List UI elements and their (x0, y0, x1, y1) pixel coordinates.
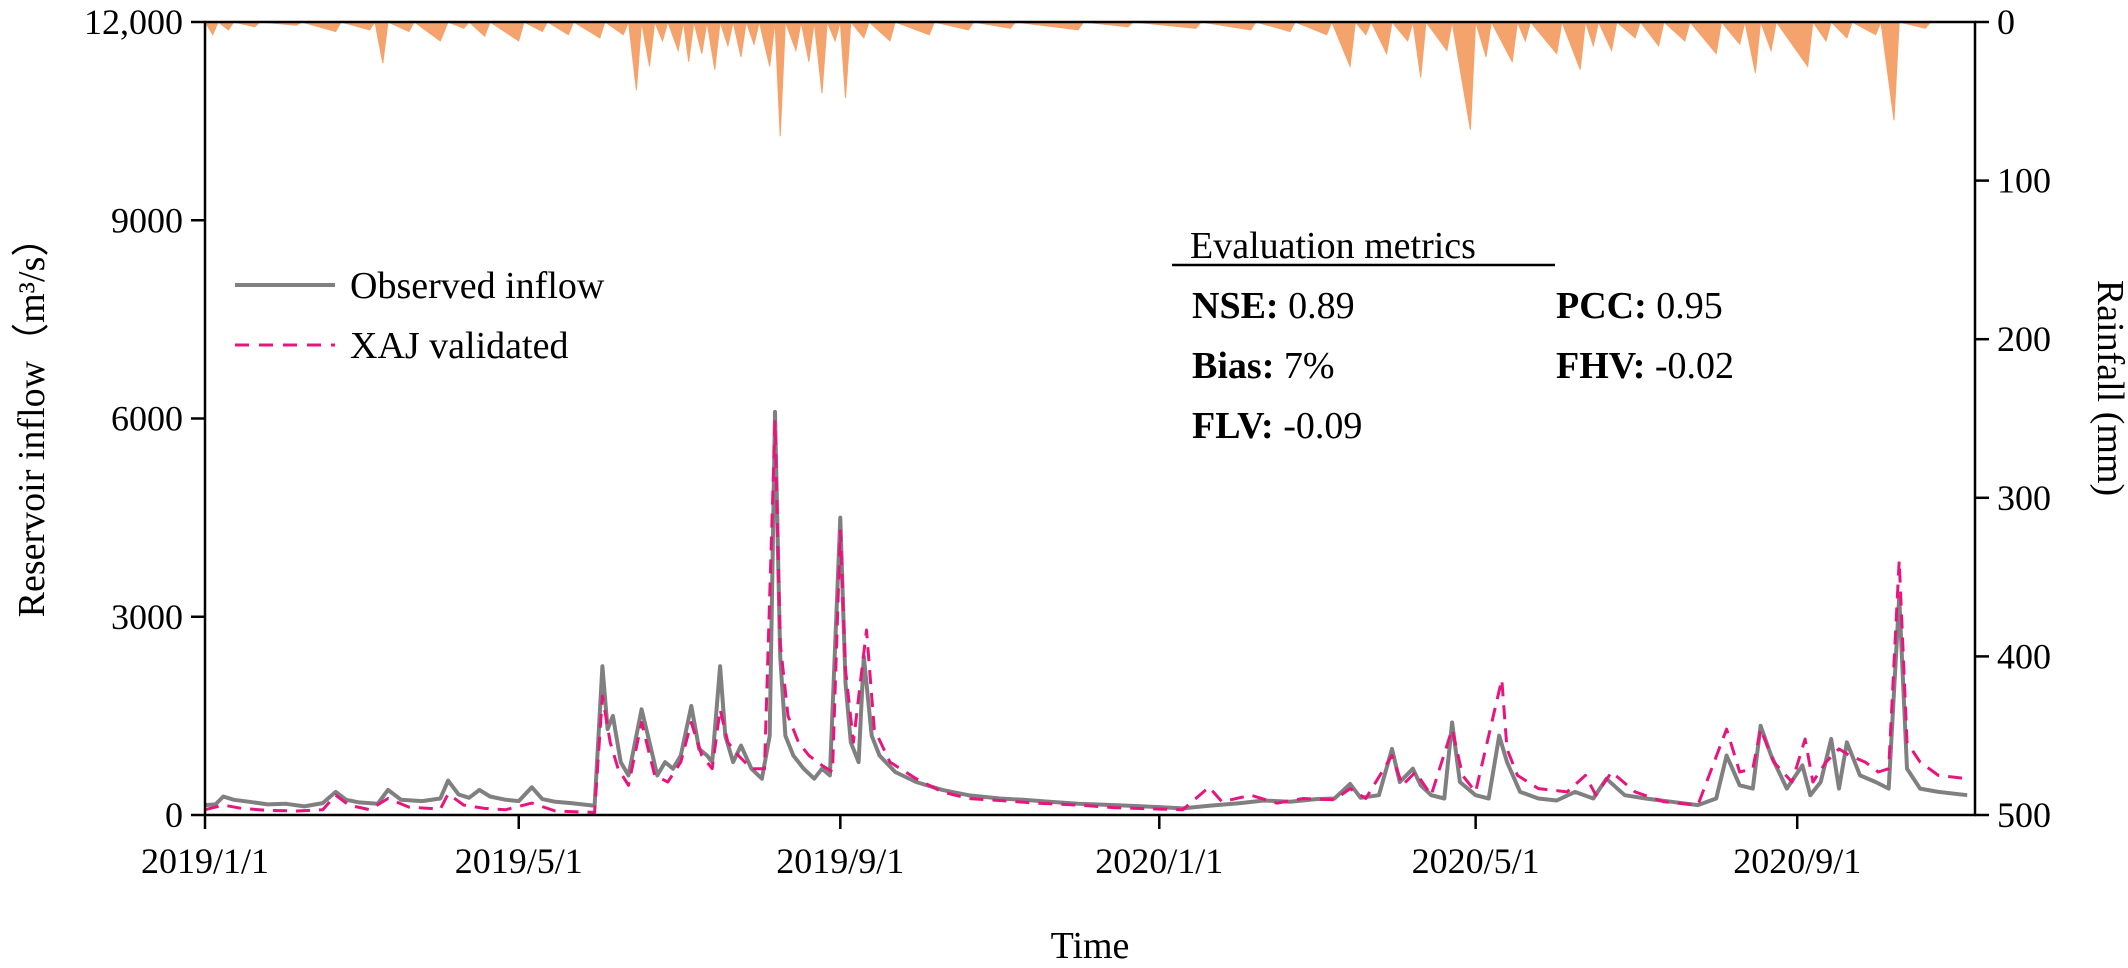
x-tick-label: 2019/1/1 (141, 841, 269, 881)
series-observed-inflow (205, 412, 1967, 809)
inflow-rainfall-chart: 2019/1/1 2019/5/1 2019/9/1 2020/1/1 2020/5/1… (0, 0, 2128, 968)
y-right-axis-title: Rainfall (mm) (2089, 280, 2128, 496)
plot-frame (205, 22, 1975, 815)
y-right-tick-label: 300 (1997, 478, 2051, 518)
y-right-tick-label: 0 (1997, 2, 2015, 42)
y-left-tick-label: 9000 (111, 200, 183, 240)
x-tick-label: 2020/9/1 (1733, 841, 1861, 881)
y-left-tick-label: 12,000 (84, 2, 183, 42)
y-right-ticks: 0 100 200 300 400 500 (1975, 2, 2051, 835)
y-right-tick-label: 100 (1997, 161, 2051, 201)
metric-pcc: PCC: 0.95 (1556, 285, 1723, 327)
x-ticks: 2019/1/1 2019/5/1 2019/9/1 2020/1/1 2020/5/1… (141, 815, 1861, 881)
rainfall-area (205, 22, 1967, 136)
metrics-title: Evaluation metrics (1190, 225, 1476, 267)
y-left-ticks: 0 3000 6000 9000 12,000 (84, 2, 205, 835)
y-left-tick-label: 6000 (111, 399, 183, 439)
legend-label-xaj: XAJ validated (350, 325, 568, 367)
x-tick-label: 2019/9/1 (776, 841, 904, 881)
y-left-tick-label: 3000 (111, 597, 183, 637)
y-right-tick-label: 200 (1997, 319, 2051, 359)
series-xaj-validated (205, 422, 1967, 813)
series-layer (205, 412, 1967, 813)
y-right-tick-label: 500 (1997, 795, 2051, 835)
y-left-tick-label: 0 (165, 795, 183, 835)
metric-bias: Bias: 7% (1192, 345, 1335, 387)
metric-fhv: FHV: -0.02 (1556, 345, 1734, 387)
x-tick-label: 2020/1/1 (1095, 841, 1223, 881)
x-axis-title: Time (1051, 925, 1130, 967)
rainfall-area-layer (205, 22, 1967, 136)
legend-label-observed: Observed inflow (350, 265, 605, 307)
metrics-box: Evaluation metrics NSE: 0.89 PCC: 0.95 B… (1172, 225, 1734, 447)
metric-flv: FLV: -0.09 (1192, 405, 1362, 447)
metric-nse: NSE: 0.89 (1192, 285, 1355, 327)
legend: Observed inflow XAJ validated (235, 265, 605, 367)
x-tick-label: 2020/5/1 (1412, 841, 1540, 881)
y-left-axis-title: Reservoir inflow（m³/s） (11, 219, 53, 618)
y-right-tick-label: 400 (1997, 636, 2051, 676)
x-tick-label: 2019/5/1 (455, 841, 583, 881)
